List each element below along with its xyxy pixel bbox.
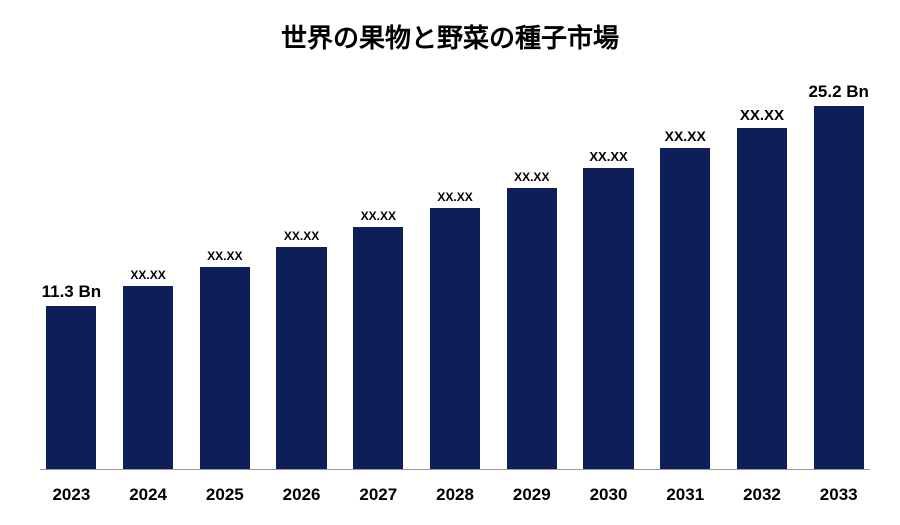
bar-rect — [276, 247, 326, 469]
bar-rect — [507, 188, 557, 469]
bar-slot: XX.XX — [424, 80, 487, 469]
x-tick-label: 2028 — [424, 485, 487, 505]
bar-rect — [583, 168, 633, 469]
bar-value-label: XX.XX — [437, 190, 472, 204]
bar-slot: XX.XX — [270, 80, 333, 469]
bar-value-label: XX.XX — [740, 107, 784, 124]
x-tick-label: 2025 — [193, 485, 256, 505]
bar-rect — [660, 148, 710, 469]
bar-value-label: XX.XX — [589, 149, 627, 164]
market-chart: 世界の果物と野菜の種子市場 11.3 Bn XX.XX XX.XX XX.XX XX.X… — [0, 0, 900, 525]
x-tick-label: 2024 — [117, 485, 180, 505]
bar-value-label: XX.XX — [284, 229, 319, 243]
chart-title: 世界の果物と野菜の種子市場 — [0, 18, 900, 55]
x-tick-label: 2029 — [500, 485, 563, 505]
bar-rect — [737, 128, 787, 469]
bar-rect — [353, 227, 403, 469]
x-axis: 2023 2024 2025 2026 2027 2028 2029 2030 2031 2032… — [40, 485, 870, 505]
bar-slot: XX.XX — [347, 80, 410, 469]
bar-slot: XX.XX — [117, 80, 180, 469]
bar-rect — [430, 208, 480, 469]
bar-value-label: XX.XX — [361, 209, 396, 223]
bar-value-label: XX.XX — [514, 170, 549, 184]
x-tick-label: 2030 — [577, 485, 640, 505]
bar-slot: 11.3 Bn — [40, 80, 103, 469]
x-tick-label: 2027 — [347, 485, 410, 505]
bar-slot: XX.XX — [500, 80, 563, 469]
x-tick-label: 2026 — [270, 485, 333, 505]
x-tick-label: 2033 — [807, 485, 870, 505]
bar-value-label: XX.XX — [665, 128, 706, 144]
x-tick-label: 2032 — [731, 485, 794, 505]
bar-slot: XX.XX — [193, 80, 256, 469]
bar-rect — [814, 106, 864, 469]
bar-slot: XX.XX — [577, 80, 640, 469]
bar-value-label: 11.3 Bn — [42, 282, 102, 302]
bar-rect — [200, 267, 250, 469]
x-tick-label: 2023 — [40, 485, 103, 505]
bar-slot: XX.XX — [731, 80, 794, 469]
bar-slot: XX.XX — [654, 80, 717, 469]
plot-area: 11.3 Bn XX.XX XX.XX XX.XX XX.XX XX.XX XX.XX XX.… — [40, 80, 870, 470]
bar-value-label: XX.XX — [130, 268, 165, 282]
bar-value-label: XX.XX — [207, 249, 242, 263]
bar-rect — [123, 286, 173, 469]
bar-slot: 25.2 Bn — [807, 80, 870, 469]
bar-value-label: 25.2 Bn — [808, 82, 868, 102]
bar-rect — [46, 306, 96, 469]
bars-container: 11.3 Bn XX.XX XX.XX XX.XX XX.XX XX.XX XX.XX XX.… — [40, 80, 870, 469]
x-tick-label: 2031 — [654, 485, 717, 505]
